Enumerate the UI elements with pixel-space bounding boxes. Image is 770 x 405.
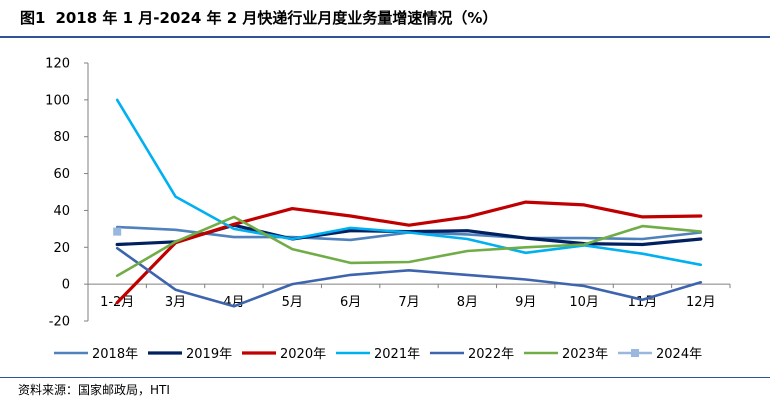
series-line	[115, 200, 703, 305]
y-tick-label: 20	[53, 241, 70, 256]
x-tick-label: 4月	[223, 295, 244, 310]
y-tick-label: 40	[53, 204, 70, 219]
y-tick-label: 60	[53, 167, 70, 182]
y-tick-label: 120	[45, 57, 70, 72]
legend-label: 2019年	[186, 347, 232, 362]
y-tick-label: 80	[53, 130, 70, 145]
x-tick-label: 3月	[165, 295, 186, 310]
x-tick-label: 6月	[340, 295, 361, 310]
legend-label: 2024年	[656, 347, 702, 362]
x-tick-label: 9月	[515, 295, 536, 310]
x-tick-label: 10月	[569, 295, 599, 310]
series-line	[115, 215, 703, 278]
y-tick-label: -20	[49, 315, 70, 330]
x-tick-label: 7月	[398, 295, 419, 310]
legend-label: 2021年	[374, 347, 420, 362]
legend-label: 2022年	[468, 347, 514, 362]
series-line	[115, 98, 703, 267]
source-note: 资料来源：国家邮政局，HTI	[18, 383, 170, 397]
footer-divider	[0, 377, 770, 378]
figure-title-text: 2018 年 1 月-2024 年 2 月快递行业月度业务量增速情况（%）	[55, 9, 498, 27]
x-tick-label: 8月	[457, 295, 478, 310]
x-tick-label: 5月	[282, 295, 303, 310]
legend-label: 2020年	[280, 347, 326, 362]
title-divider	[0, 36, 770, 38]
figure-title: 图1 2018 年 1 月-2024 年 2 月快递行业月度业务量增速情况（%）	[20, 3, 497, 33]
data-point	[113, 227, 122, 236]
y-tick-label: 100	[45, 93, 70, 108]
legend-label: 2023年	[562, 347, 608, 362]
legend-label: 2018年	[92, 347, 138, 362]
legend-marker	[631, 349, 639, 357]
series-line	[115, 246, 703, 308]
x-tick-label: 12月	[686, 295, 716, 310]
figure-number: 图1	[20, 9, 46, 27]
y-tick-label: 0	[62, 278, 70, 293]
